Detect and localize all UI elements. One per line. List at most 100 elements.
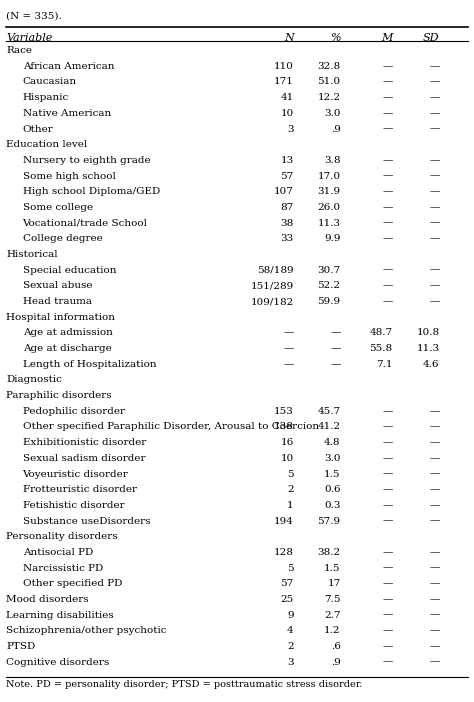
Text: 7.5: 7.5 <box>324 595 341 604</box>
Text: —: — <box>429 77 439 86</box>
Text: —: — <box>429 470 439 479</box>
Text: Length of Hospitalization: Length of Hospitalization <box>23 359 156 369</box>
Text: 194: 194 <box>273 517 293 526</box>
Text: —: — <box>382 406 392 416</box>
Text: —: — <box>429 109 439 118</box>
Text: —: — <box>429 642 439 651</box>
Text: 59.9: 59.9 <box>318 297 341 306</box>
Text: 4.6: 4.6 <box>423 359 439 369</box>
Text: 87: 87 <box>280 203 293 212</box>
Text: —: — <box>429 265 439 274</box>
Text: —: — <box>382 548 392 557</box>
Text: —: — <box>429 501 439 510</box>
Text: Fetishistic disorder: Fetishistic disorder <box>23 501 124 510</box>
Text: 16: 16 <box>280 438 293 447</box>
Text: 48.7: 48.7 <box>369 329 392 338</box>
Text: Special education: Special education <box>23 265 116 274</box>
Text: —: — <box>382 62 392 71</box>
Text: Race: Race <box>6 46 32 55</box>
Text: —: — <box>382 187 392 197</box>
Text: 25: 25 <box>280 595 293 604</box>
Text: PTSD: PTSD <box>6 642 36 651</box>
Text: 1: 1 <box>287 501 293 510</box>
Text: 10: 10 <box>280 109 293 118</box>
Text: —: — <box>382 77 392 86</box>
Text: —: — <box>429 171 439 180</box>
Text: 3: 3 <box>287 124 293 133</box>
Text: .9: .9 <box>331 124 341 133</box>
Text: 5: 5 <box>287 470 293 479</box>
Text: —: — <box>382 579 392 588</box>
Text: —: — <box>330 359 341 369</box>
Text: —: — <box>382 626 392 635</box>
Text: 4.8: 4.8 <box>324 438 341 447</box>
Text: —: — <box>429 62 439 71</box>
Text: 151/289: 151/289 <box>250 282 293 291</box>
Text: .9: .9 <box>331 658 341 667</box>
Text: 3.8: 3.8 <box>324 156 341 165</box>
Text: —: — <box>382 485 392 494</box>
Text: 9: 9 <box>287 611 293 620</box>
Text: 0.3: 0.3 <box>324 501 341 510</box>
Text: —: — <box>429 124 439 133</box>
Text: 26.0: 26.0 <box>318 203 341 212</box>
Text: —: — <box>382 171 392 180</box>
Text: 31.9: 31.9 <box>318 187 341 197</box>
Text: College degree: College degree <box>23 234 102 244</box>
Text: —: — <box>429 218 439 227</box>
Text: 0.6: 0.6 <box>324 485 341 494</box>
Text: —: — <box>283 344 293 353</box>
Text: 33: 33 <box>280 234 293 244</box>
Text: —: — <box>283 359 293 369</box>
Text: Education level: Education level <box>6 140 87 150</box>
Text: 9.9: 9.9 <box>324 234 341 244</box>
Text: —: — <box>382 218 392 227</box>
Text: 1.5: 1.5 <box>324 470 341 479</box>
Text: SD: SD <box>423 33 439 43</box>
Text: 10: 10 <box>280 453 293 463</box>
Text: 13: 13 <box>280 156 293 165</box>
Text: Pedophilic disorder: Pedophilic disorder <box>23 406 125 416</box>
Text: —: — <box>429 548 439 557</box>
Text: 171: 171 <box>273 77 293 86</box>
Text: 3.0: 3.0 <box>324 109 341 118</box>
Text: —: — <box>429 423 439 432</box>
Text: 38.2: 38.2 <box>318 548 341 557</box>
Text: 5: 5 <box>287 564 293 573</box>
Text: Native American: Native American <box>23 109 111 118</box>
Text: —: — <box>429 595 439 604</box>
Text: 52.2: 52.2 <box>318 282 341 291</box>
Text: 57: 57 <box>280 171 293 180</box>
Text: 51.0: 51.0 <box>318 77 341 86</box>
Text: —: — <box>429 93 439 102</box>
Text: —: — <box>429 406 439 416</box>
Text: 107: 107 <box>273 187 293 197</box>
Text: Other: Other <box>23 124 54 133</box>
Text: Variable: Variable <box>6 33 53 43</box>
Text: —: — <box>429 187 439 197</box>
Text: High school Diploma/GED: High school Diploma/GED <box>23 187 160 197</box>
Text: —: — <box>382 453 392 463</box>
Text: Narcissistic PD: Narcissistic PD <box>23 564 103 573</box>
Text: 3: 3 <box>287 658 293 667</box>
Text: Sexual sadism disorder: Sexual sadism disorder <box>23 453 145 463</box>
Text: 128: 128 <box>273 548 293 557</box>
Text: 30.7: 30.7 <box>318 265 341 274</box>
Text: Hispanic: Hispanic <box>23 93 69 102</box>
Text: —: — <box>330 329 341 338</box>
Text: —: — <box>382 438 392 447</box>
Text: Sexual abuse: Sexual abuse <box>23 282 92 291</box>
Text: —: — <box>382 564 392 573</box>
Text: Age at admission: Age at admission <box>23 329 112 338</box>
Text: —: — <box>382 611 392 620</box>
Text: 10.8: 10.8 <box>417 329 439 338</box>
Text: —: — <box>429 438 439 447</box>
Text: —: — <box>382 234 392 244</box>
Text: 2: 2 <box>287 485 293 494</box>
Text: —: — <box>429 564 439 573</box>
Text: —: — <box>283 329 293 338</box>
Text: 57.9: 57.9 <box>318 517 341 526</box>
Text: .6: .6 <box>331 642 341 651</box>
Text: —: — <box>382 109 392 118</box>
Text: 17: 17 <box>328 579 341 588</box>
